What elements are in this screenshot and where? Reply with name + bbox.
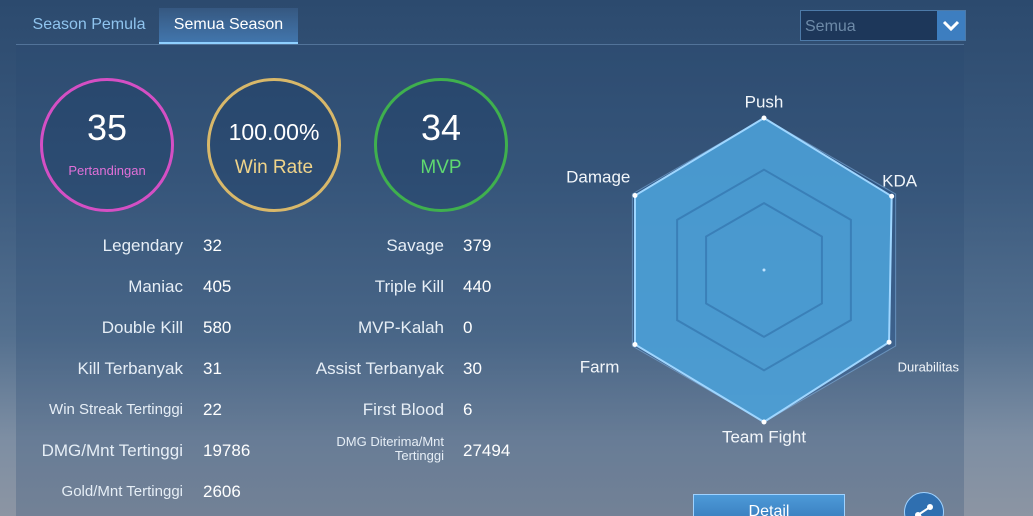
stat-ring: 100.00% Win Rate <box>207 78 341 212</box>
stat-label: MVP-Kalah <box>358 317 444 337</box>
tab[interactable]: Season Pemula <box>32 16 146 33</box>
stat-value: 31 <box>203 359 222 378</box>
stat-label: Legendary <box>102 235 183 255</box>
ring-label: MVP <box>420 157 462 178</box>
radar-axis-label: Durabilitas <box>898 359 960 374</box>
radar-vertex <box>761 115 767 121</box>
stat-label: DMG Diterima/Mnt Tertinggi <box>336 434 444 463</box>
ring-value: 34 <box>420 107 462 148</box>
stat-value: 6 <box>463 400 473 419</box>
stat-label: Gold/Mnt Tertinggi <box>61 482 183 500</box>
dropdown-arrow <box>937 11 965 40</box>
share-button[interactable] <box>904 492 944 516</box>
stat-value: 27494 <box>463 441 511 460</box>
stat-ring: 35 Pertandingan <box>40 78 174 212</box>
stat-value: 580 <box>203 318 232 337</box>
dropdown[interactable]: Semua <box>800 10 966 41</box>
radar-axis-label: Team Fight <box>722 427 806 446</box>
dropdown-text: Semua <box>805 18 856 35</box>
stat-value: 22 <box>203 400 222 419</box>
stat-value: 30 <box>463 359 482 378</box>
stat-value: 19786 <box>203 441 251 460</box>
ring-value: 35 <box>86 107 128 148</box>
ring-label: Win Rate <box>234 157 314 178</box>
radar-axis-label: Farm <box>580 357 620 376</box>
stat-label: Savage <box>386 235 444 255</box>
stat-label: Triple Kill <box>374 276 444 296</box>
stat-label: Maniac <box>128 276 183 296</box>
stat-label: Double Kill <box>101 317 183 337</box>
radar-axis-label: Damage <box>566 167 630 186</box>
detail-button[interactable]: Detail <box>693 494 845 516</box>
radar-vertex <box>889 193 895 199</box>
ring-value: 100.00% <box>228 119 320 145</box>
stat-value: 2606 <box>203 482 241 501</box>
stat-label: Win Streak Tertinggi <box>49 400 183 418</box>
stat-value: 379 <box>463 236 492 255</box>
ring-label: Pertandingan <box>68 163 146 178</box>
stat-label: First Blood <box>362 399 444 419</box>
stat-label: Kill Terbanyak <box>77 358 183 378</box>
stat-value: 32 <box>203 236 222 255</box>
stat-label: DMG/Mnt Tertinggi <box>41 440 183 460</box>
stat-value: 0 <box>463 318 473 337</box>
stat-label: Assist Terbanyak <box>315 358 444 378</box>
radar-vertex <box>761 419 767 425</box>
tab-active[interactable]: Semua Season <box>159 8 298 44</box>
radar-grid <box>676 168 852 372</box>
radar-center <box>762 268 766 272</box>
radar-vertex <box>886 339 892 345</box>
stat-ring: 34 MVP <box>374 78 508 212</box>
radar-vertex <box>632 341 638 347</box>
stat-value: 440 <box>463 277 492 296</box>
stat-value: 405 <box>203 277 232 296</box>
radar-grid <box>705 201 823 339</box>
radar-vertex <box>632 193 638 199</box>
radar-axis-label: Push <box>745 92 784 111</box>
radar-axis-label: KDA <box>882 171 918 190</box>
